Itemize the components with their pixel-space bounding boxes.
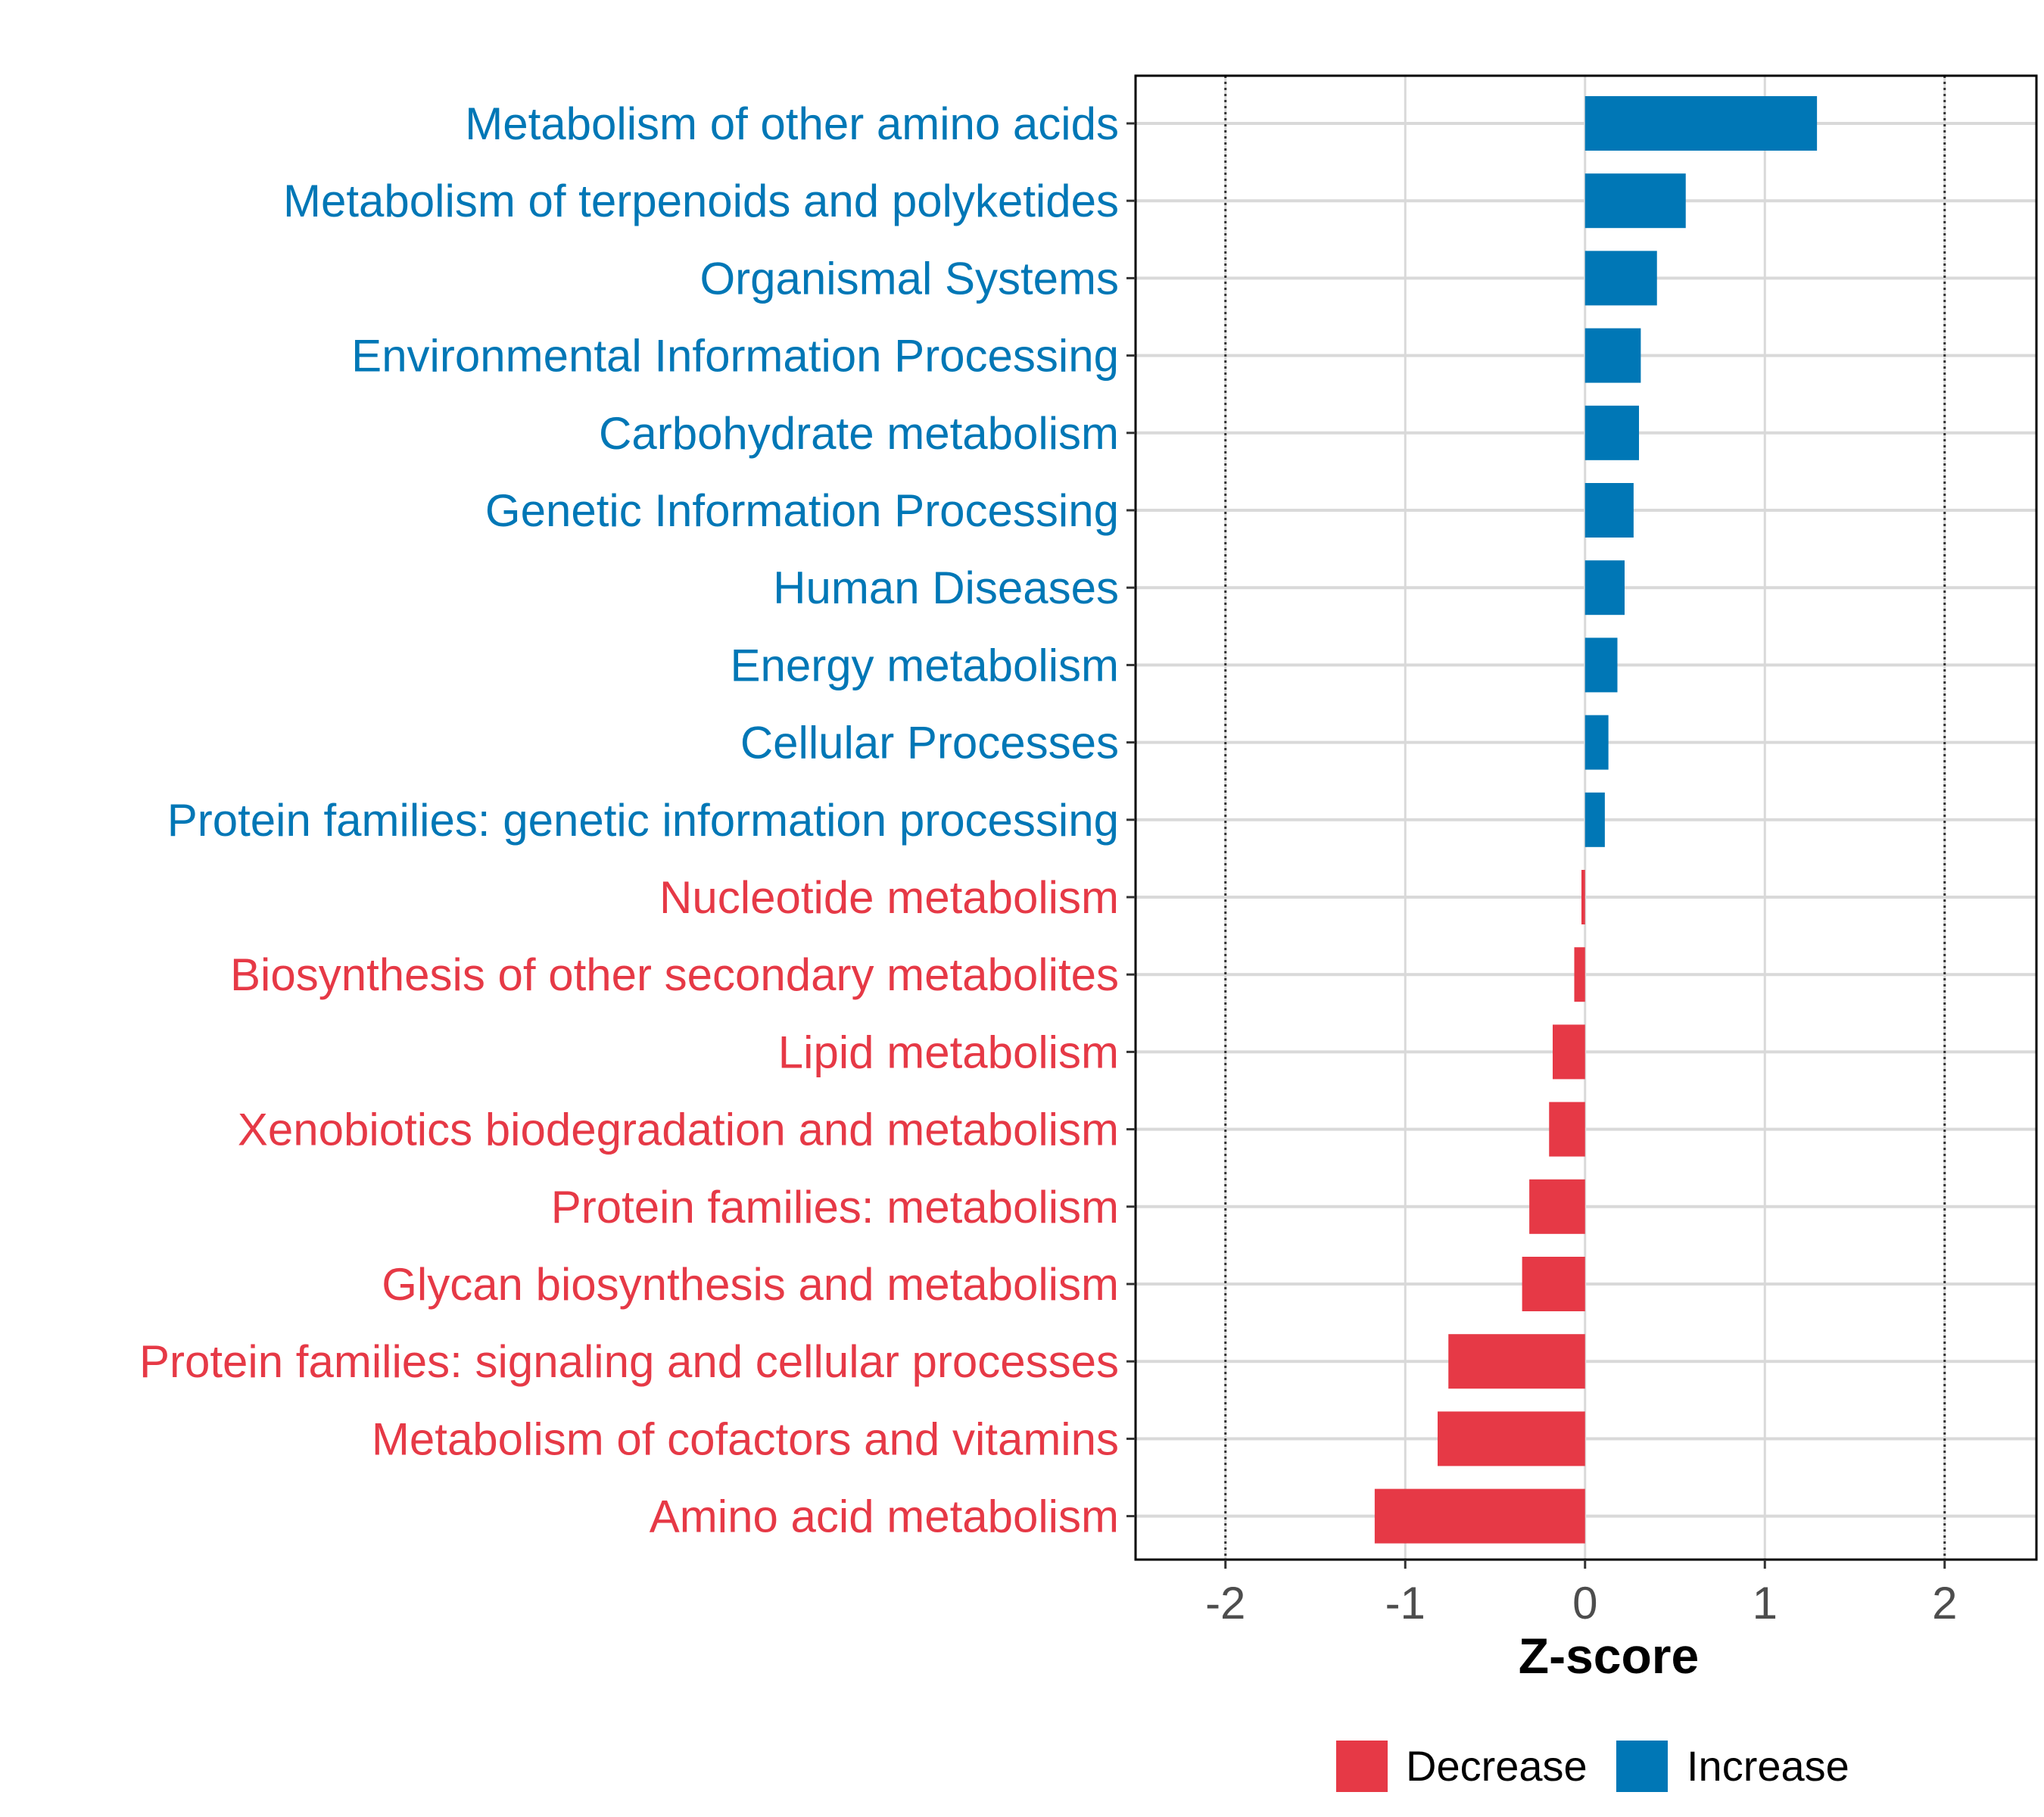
legend-label-decrease: Decrease <box>1406 1742 1588 1790</box>
legend-swatch-decrease <box>1336 1741 1388 1792</box>
category-label: Metabolism of cofactors and vitamins <box>372 1413 1119 1464</box>
legend-label-increase: Increase <box>1687 1742 1849 1790</box>
y-axis-ticks <box>1126 122 1136 1518</box>
category-label: Protein families: metabolism <box>551 1182 1119 1233</box>
x-tick-label: -1 <box>1385 1578 1426 1628</box>
reference-lines <box>1224 76 1946 1560</box>
category-label: Protein families: signaling and cellular… <box>139 1336 1119 1387</box>
bar <box>1438 1411 1585 1466</box>
category-label: Xenobiotics biodegradation and metabolis… <box>238 1105 1119 1155</box>
bar <box>1584 328 1641 383</box>
category-label: Genetic Information Processing <box>485 485 1119 536</box>
bar <box>1584 251 1657 306</box>
bar <box>1584 483 1634 538</box>
x-tick-label: 2 <box>1932 1578 1957 1628</box>
bar <box>1581 870 1585 924</box>
category-label: Metabolism of terpenoids and polyketides <box>283 176 1119 226</box>
category-label: Cellular Processes <box>740 718 1119 768</box>
category-label: Organismal Systems <box>700 253 1119 304</box>
category-label: Protein families: genetic information pr… <box>167 795 1119 846</box>
category-label: Glycan biosynthesis and metabolism <box>382 1259 1119 1310</box>
x-axis-ticks: -2 -1 0 1 2 <box>1205 1560 1957 1628</box>
bar-layer <box>1374 96 1818 1544</box>
legend-swatch-increase <box>1616 1741 1668 1792</box>
bar <box>1584 715 1609 770</box>
bar <box>1549 1102 1585 1157</box>
bar <box>1374 1488 1585 1544</box>
bar <box>1522 1257 1585 1311</box>
bar <box>1553 1024 1585 1080</box>
x-axis-title: Z-score <box>1519 1628 1699 1684</box>
category-label: Human Diseases <box>773 563 1119 613</box>
category-label: Metabolism of other amino acids <box>465 98 1119 149</box>
category-label: Biosynthesis of other secondary metaboli… <box>230 949 1119 1000</box>
bar <box>1584 405 1639 460</box>
bar <box>1584 173 1686 229</box>
x-tick-label: 1 <box>1753 1578 1778 1628</box>
x-tick-label: 0 <box>1572 1578 1597 1628</box>
category-label: Lipid metabolism <box>778 1027 1119 1077</box>
bar <box>1529 1179 1585 1234</box>
x-tick-label: -2 <box>1205 1578 1245 1628</box>
legend: Decrease Increase <box>1336 1741 1849 1792</box>
category-label: Environmental Information Processing <box>351 331 1119 382</box>
category-label: Amino acid metabolism <box>650 1491 1119 1542</box>
category-label: Nucleotide metabolism <box>659 872 1119 923</box>
bar <box>1584 560 1625 616</box>
bar <box>1574 947 1585 1002</box>
bar <box>1584 792 1605 847</box>
bar <box>1584 637 1618 693</box>
category-label: Energy metabolism <box>730 640 1119 690</box>
category-label: Carbohydrate metabolism <box>599 408 1119 459</box>
category-labels: Metabolism of other amino acids Metabolis… <box>139 98 1119 1542</box>
bar <box>1584 96 1818 151</box>
bar <box>1448 1334 1585 1389</box>
